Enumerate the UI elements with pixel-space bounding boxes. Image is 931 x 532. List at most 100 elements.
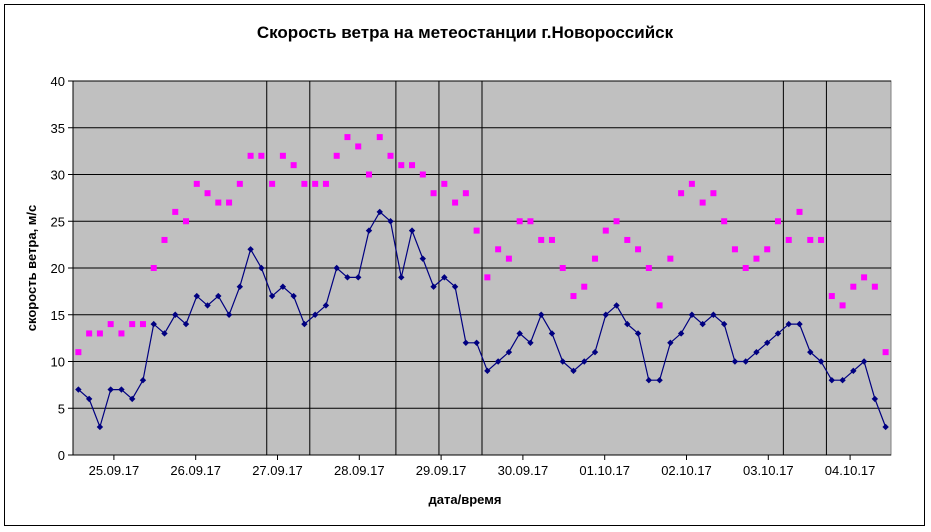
point-wind-speed bbox=[161, 330, 168, 337]
point-gust bbox=[613, 218, 620, 225]
point-gust bbox=[624, 236, 631, 243]
point-wind-speed bbox=[419, 255, 427, 262]
point-gust bbox=[462, 190, 469, 197]
y-tick-label: 20 bbox=[51, 261, 65, 276]
point-gust bbox=[592, 255, 599, 262]
point-gust bbox=[290, 162, 297, 169]
point-wind-speed bbox=[344, 274, 351, 281]
point-wind-speed bbox=[516, 330, 523, 337]
point-gust bbox=[107, 321, 114, 328]
point-gust bbox=[871, 283, 878, 290]
point-wind-speed bbox=[172, 311, 179, 318]
point-wind-speed bbox=[548, 330, 556, 337]
point-gust bbox=[452, 199, 459, 206]
point-gust bbox=[818, 236, 825, 243]
point-gust bbox=[710, 190, 717, 197]
y-tick-label: 25 bbox=[51, 214, 65, 229]
point-wind-speed bbox=[473, 339, 480, 346]
point-gust bbox=[398, 162, 405, 169]
point-gust bbox=[785, 236, 792, 243]
point-wind-speed bbox=[537, 311, 545, 318]
point-gust bbox=[139, 321, 146, 328]
point-wind-speed bbox=[505, 348, 513, 356]
point-wind-speed bbox=[742, 358, 749, 365]
point-gust bbox=[516, 218, 523, 225]
x-tick-label: 03.10.17 bbox=[743, 463, 794, 478]
x-tick-label: 29.09.17 bbox=[416, 463, 467, 478]
point-gust bbox=[333, 152, 340, 159]
point-gust bbox=[441, 180, 448, 187]
x-tick-label: 27.09.17 bbox=[252, 463, 303, 478]
chart-title: Скорость ветра на метеостанции г.Новорос… bbox=[257, 23, 674, 42]
point-wind-speed bbox=[817, 358, 825, 365]
date-separator-lines bbox=[266, 81, 827, 455]
point-wind-speed bbox=[720, 320, 728, 328]
point-wind-speed bbox=[139, 377, 147, 384]
y-tick-label: 5 bbox=[58, 401, 65, 416]
point-gust bbox=[742, 265, 749, 271]
y-tick-label: 15 bbox=[51, 308, 65, 323]
x-tick-label: 30.09.17 bbox=[498, 463, 549, 478]
point-gust bbox=[774, 218, 781, 225]
point-wind-speed bbox=[279, 283, 287, 290]
point-gust bbox=[678, 190, 685, 197]
point-gust bbox=[882, 349, 889, 356]
point-wind-speed bbox=[462, 339, 470, 346]
point-gust bbox=[548, 236, 555, 243]
point-wind-speed bbox=[96, 423, 104, 431]
y-tick-label: 10 bbox=[51, 355, 65, 370]
point-gust bbox=[312, 180, 319, 187]
point-wind-speed bbox=[451, 283, 459, 290]
point-wind-speed bbox=[828, 377, 836, 384]
point-wind-speed bbox=[376, 208, 383, 216]
point-gust bbox=[269, 180, 276, 187]
point-wind-speed bbox=[268, 292, 276, 300]
point-gust bbox=[419, 171, 426, 178]
x-tick-label: 04.10.17 bbox=[825, 463, 876, 478]
point-wind-speed bbox=[570, 367, 577, 375]
point-gust bbox=[365, 171, 372, 178]
x-tick-label: 02.10.17 bbox=[661, 463, 712, 478]
point-wind-speed bbox=[699, 320, 706, 328]
point-wind-speed bbox=[355, 274, 362, 281]
x-axis-title: дата/время bbox=[429, 492, 502, 507]
point-gust bbox=[602, 227, 609, 234]
point-gust bbox=[279, 152, 286, 159]
point-wind-speed bbox=[850, 367, 857, 375]
point-wind-speed bbox=[247, 246, 254, 253]
point-gust bbox=[495, 246, 502, 253]
point-gust bbox=[376, 134, 383, 141]
point-gust bbox=[183, 218, 190, 225]
point-gust bbox=[688, 180, 695, 187]
point-wind-speed bbox=[677, 330, 685, 337]
point-wind-speed bbox=[236, 283, 244, 290]
point-wind-speed bbox=[322, 302, 330, 309]
point-wind-speed bbox=[430, 283, 437, 290]
point-gust bbox=[118, 330, 125, 337]
point-wind-speed bbox=[365, 227, 373, 234]
point-gust bbox=[258, 152, 265, 159]
point-wind-speed bbox=[441, 274, 448, 281]
point-wind-speed bbox=[387, 218, 394, 225]
point-wind-speed bbox=[839, 377, 846, 384]
point-gust bbox=[656, 302, 663, 309]
point-gust bbox=[355, 143, 362, 150]
point-gust bbox=[247, 152, 254, 159]
point-wind-speed bbox=[624, 320, 631, 328]
point-wind-speed bbox=[204, 302, 211, 309]
point-wind-speed bbox=[559, 358, 566, 365]
point-wind-speed bbox=[215, 292, 222, 300]
point-wind-speed bbox=[193, 292, 200, 300]
point-wind-speed bbox=[118, 386, 125, 393]
point-wind-speed bbox=[656, 377, 663, 384]
point-gust bbox=[161, 236, 168, 243]
point-wind-speed bbox=[613, 302, 620, 309]
point-wind-speed bbox=[311, 311, 319, 318]
point-wind-speed bbox=[398, 274, 405, 281]
point-gust bbox=[721, 218, 728, 225]
point-wind-speed bbox=[75, 386, 82, 393]
point-wind-speed bbox=[807, 348, 814, 356]
y-axis-ticks: 0 5 10 15 20 25 30 35 40 bbox=[51, 74, 73, 463]
point-gust bbox=[387, 152, 394, 159]
